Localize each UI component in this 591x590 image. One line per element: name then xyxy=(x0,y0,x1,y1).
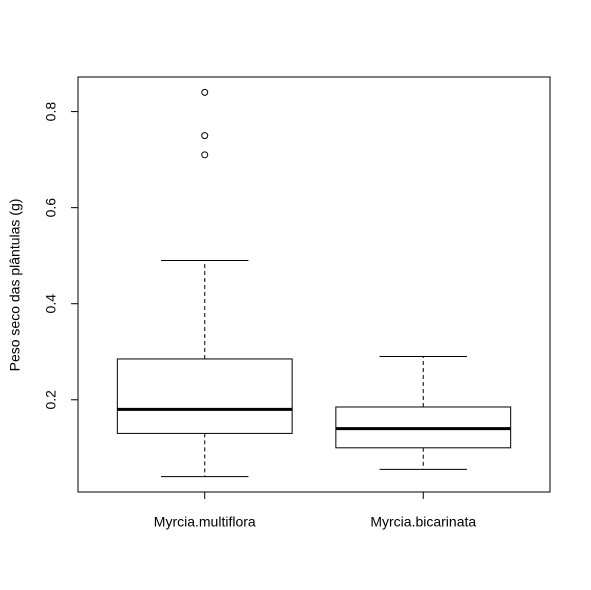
x-tick-label: Myrcia.bicarinata xyxy=(370,514,476,530)
outlier xyxy=(201,88,209,96)
y-axis-label: Peso seco das plântulas (g) xyxy=(7,199,23,372)
y-tick-label: 0.4 xyxy=(43,294,59,314)
outlier xyxy=(201,132,209,140)
box xyxy=(116,358,293,434)
outlier xyxy=(201,151,209,159)
y-tick-label: 0.8 xyxy=(43,102,59,122)
x-tick-label: Myrcia.multiflora xyxy=(154,514,256,530)
y-tick-label: 0.6 xyxy=(43,198,59,218)
y-tick-label: 0.2 xyxy=(43,390,59,410)
